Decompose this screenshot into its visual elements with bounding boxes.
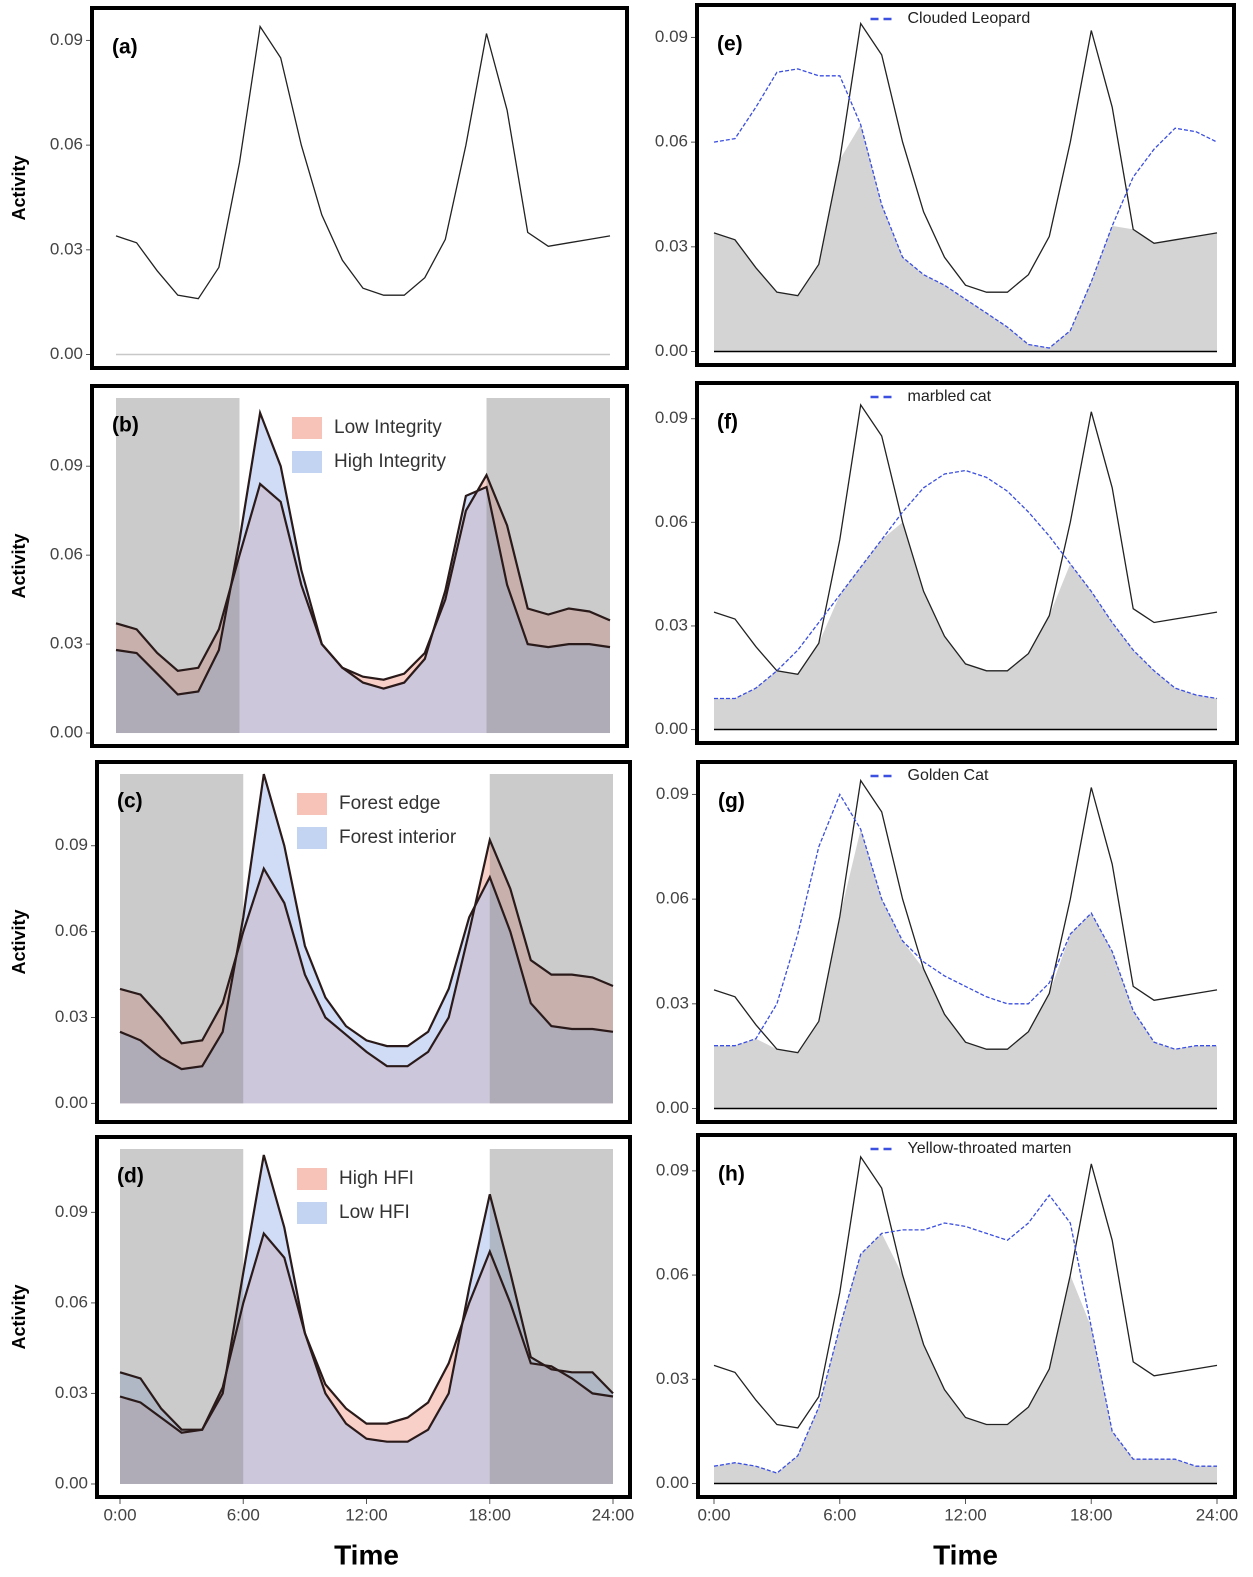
y-tick-label: 0.03: [55, 1007, 88, 1026]
y-tick-label: 0.00: [50, 344, 83, 363]
y-tick-label: 0.00: [50, 723, 83, 742]
y-tick-label: 0.09: [655, 27, 688, 46]
legend-label: Low Integrity: [334, 417, 442, 438]
y-tick-label: 0.06: [655, 132, 688, 151]
panel-label: (c): [117, 790, 143, 813]
y-tick-label: 0.09: [656, 1160, 689, 1179]
legend-label: Golden Cat: [908, 767, 989, 784]
y-tick-label: 0.03: [655, 236, 688, 255]
y-axis-title: Activity: [9, 1284, 29, 1349]
night-shade: [487, 398, 611, 733]
y-tick-label: 0.00: [55, 1473, 88, 1492]
y-tick-label: 0.03: [55, 1383, 88, 1402]
legend-swatch: [297, 827, 327, 849]
x-tick-label: 24:00: [592, 1505, 635, 1524]
y-tick-label: 0.03: [50, 634, 83, 653]
legend-swatch: [292, 451, 322, 473]
x-tick-label: 0:00: [697, 1505, 730, 1524]
x-tick-label: 24:00: [1196, 1505, 1239, 1524]
panel-label: (f): [717, 411, 738, 434]
y-axis-title: Activity: [9, 533, 29, 598]
y-axis-title: Activity: [9, 909, 29, 974]
x-axis-title: Time: [933, 1539, 998, 1570]
panel-label: (b): [112, 414, 139, 437]
x-tick-label: 12:00: [345, 1505, 388, 1524]
y-tick-label: 0.09: [655, 408, 688, 427]
night-shade: [116, 398, 240, 733]
night-shade: [120, 774, 243, 1103]
legend-label: Yellow-throated marten: [908, 1140, 1072, 1157]
y-tick-label: 0.09: [55, 1202, 88, 1221]
legend-swatch: [297, 793, 327, 815]
legend-label: Forest interior: [339, 827, 457, 848]
legend-label: High Integrity: [334, 451, 446, 472]
panel-label: (h): [718, 1163, 745, 1186]
y-tick-label: 0.00: [656, 1473, 689, 1492]
panel-label: (g): [718, 790, 745, 813]
y-tick-label: 0.06: [50, 545, 83, 564]
night-shade: [490, 774, 613, 1103]
legend-swatch: [297, 1168, 327, 1190]
y-tick-label: 0.00: [655, 719, 688, 738]
y-tick-label: 0.06: [655, 512, 688, 531]
y-tick-label: 0.03: [656, 1369, 689, 1388]
y-tick-label: 0.00: [656, 1098, 689, 1117]
y-tick-label: 0.06: [50, 135, 83, 154]
y-tick-label: 0.09: [55, 835, 88, 854]
y-tick-label: 0.00: [655, 341, 688, 360]
y-tick-label: 0.06: [55, 921, 88, 940]
panel-label: (d): [117, 1165, 144, 1188]
y-tick-label: 0.09: [656, 784, 689, 803]
legend-label: Low HFI: [339, 1202, 410, 1223]
y-tick-label: 0.06: [55, 1292, 88, 1311]
x-tick-label: 18:00: [1070, 1505, 1113, 1524]
legend-swatch: [297, 1202, 327, 1224]
legend-label: Forest edge: [339, 793, 440, 814]
legend-label: marbled cat: [908, 388, 992, 405]
x-tick-label: 6:00: [227, 1505, 260, 1524]
panel-label: (a): [112, 36, 138, 59]
legend-swatch: [292, 417, 322, 439]
x-tick-label: 6:00: [823, 1505, 856, 1524]
y-tick-label: 0.06: [656, 889, 689, 908]
legend-label: Clouded Leopard: [908, 10, 1031, 27]
x-tick-label: 12:00: [944, 1505, 987, 1524]
x-tick-label: 0:00: [103, 1505, 136, 1524]
legend-label: High HFI: [339, 1168, 414, 1189]
y-tick-label: 0.03: [655, 615, 688, 634]
panel-label: (e): [717, 33, 743, 56]
y-tick-label: 0.03: [50, 239, 83, 258]
y-tick-label: 0.03: [656, 993, 689, 1012]
figure: 0.00 0.03 0.06 0.09 Activity (a) 0.00 0.03 0.06 0…: [0, 0, 1253, 1577]
x-tick-label: 18:00: [468, 1505, 511, 1524]
y-tick-label: 0.09: [50, 456, 83, 475]
x-axis-title: Time: [334, 1539, 399, 1570]
night-shade: [490, 1149, 613, 1484]
y-axis-title: Activity: [9, 155, 29, 220]
y-tick-label: 0.06: [656, 1265, 689, 1284]
y-tick-label: 0.00: [55, 1093, 88, 1112]
panel-background: [92, 8, 627, 368]
page: 0.00 0.03 0.06 0.09 Activity (a) 0.00 0.03 0.06 0…: [0, 0, 1253, 1577]
y-tick-label: 0.09: [50, 30, 83, 49]
